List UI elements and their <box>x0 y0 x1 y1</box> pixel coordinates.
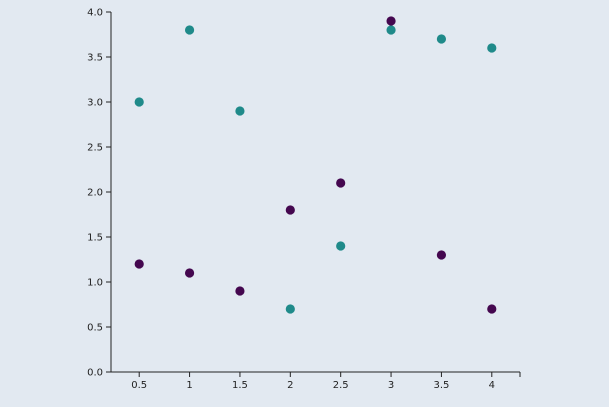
y-tick-label: 1.5 <box>87 233 103 244</box>
x-tick-label: 3.5 <box>433 380 449 391</box>
y-ticks-group: 0.0 0.5 1.0 1.5 2.0 2.5 3.0 3.5 4.0 <box>87 8 111 379</box>
x-tick-label: 1.5 <box>232 380 248 391</box>
scatter-point-series-2 <box>184 268 195 278</box>
scatter-point-series-2 <box>487 304 497 314</box>
points-group <box>134 16 497 314</box>
y-tick-label: 0.0 <box>87 368 103 379</box>
scatter-point-series-1 <box>134 97 144 107</box>
axes-group: 0.5 1 1.5 2 2.5 3 3.5 4 0.0 0.5 1.0 1.5 2.0 2.5 3.0 3.… <box>87 8 521 391</box>
x-ticks-group: 0.5 1 1.5 2 2.5 3 3.5 4 <box>131 372 521 391</box>
scatter-point-series-2 <box>235 286 245 296</box>
scatter-point-series-2 <box>285 205 295 215</box>
x-tick-label: 2 <box>287 380 293 391</box>
y-tick-label: 1.0 <box>87 278 103 289</box>
x-tick-label: 1 <box>186 380 192 391</box>
y-tick-label: 3.5 <box>87 53 103 64</box>
x-tick-label: 0.5 <box>131 380 147 391</box>
y-tick-label: 2.0 <box>87 188 103 199</box>
y-tick-label: 2.5 <box>87 143 103 154</box>
y-tick-label: 4.0 <box>87 8 103 19</box>
x-tick-label: 4 <box>489 380 495 391</box>
scatter-point-series-1 <box>336 241 346 251</box>
x-tick-label: 3 <box>388 380 394 391</box>
y-tick-label: 0.5 <box>87 323 103 334</box>
scatter-point-series-1 <box>487 43 497 53</box>
scatter-point-series-1 <box>285 304 295 314</box>
scatter-point-series-1 <box>184 25 195 35</box>
scatter-point-series-2 <box>386 16 396 26</box>
scatter-point-series-2 <box>134 259 144 269</box>
scatter-point-series-1 <box>235 106 245 116</box>
x-tick-label: 2.5 <box>333 380 349 391</box>
scatter-point-series-2 <box>436 250 447 260</box>
scatter-point-series-1 <box>386 25 396 35</box>
scatter-point-series-1 <box>436 34 447 44</box>
y-tick-label: 3.0 <box>87 98 103 109</box>
scatter-point-series-2 <box>336 178 346 188</box>
